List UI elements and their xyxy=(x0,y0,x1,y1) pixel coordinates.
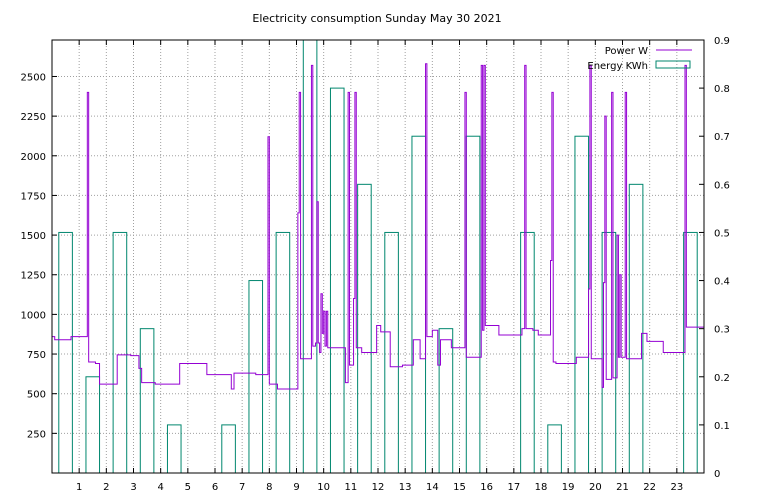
energy-bar xyxy=(438,328,454,474)
x-tick-label: 9 xyxy=(293,482,299,493)
y-left-tick-label: 750 xyxy=(27,350,46,361)
energy-bar xyxy=(547,424,562,474)
y-right-tick-label: 0.4 xyxy=(714,277,730,288)
y-right-tick-label: 0.9 xyxy=(714,36,730,47)
y-right-tick-label: 0.5 xyxy=(714,228,730,239)
energy-bar xyxy=(411,135,427,474)
grid xyxy=(52,40,704,473)
x-tick-label: 15 xyxy=(453,482,466,493)
y-left-tick-label: 1000 xyxy=(21,310,46,321)
chart-title: Electricity consumption Sunday May 30 20… xyxy=(252,12,501,25)
energy-bar xyxy=(574,135,590,474)
x-tick-label: 4 xyxy=(157,482,163,493)
y-right-tick-label: 0.2 xyxy=(714,373,730,384)
x-tick-label: 19 xyxy=(562,482,575,493)
x-tick-label: 21 xyxy=(616,482,629,493)
y-right-tick-label: 0.1 xyxy=(714,421,730,432)
power-series xyxy=(52,63,705,390)
y-right-tick-label: 0.3 xyxy=(714,325,730,336)
energy-bar xyxy=(166,424,182,474)
x-tick-label: 6 xyxy=(212,482,218,493)
energy-bar xyxy=(112,231,128,474)
x-tick-label: 14 xyxy=(426,482,439,493)
legend-label-power: Power W xyxy=(605,46,648,57)
x-tick-label: 10 xyxy=(317,482,330,493)
y-left-tick-label: 1250 xyxy=(21,271,46,282)
y-right-tick-label: 0.6 xyxy=(714,180,730,191)
x-tick-label: 16 xyxy=(480,482,493,493)
y-left-tick-label: 1750 xyxy=(21,191,46,202)
x-tick-label: 8 xyxy=(266,482,272,493)
power-line xyxy=(52,63,705,390)
x-tick-label: 20 xyxy=(589,482,602,493)
y-left-tick-label: 2500 xyxy=(21,72,46,83)
energy-bar xyxy=(221,424,236,474)
energy-bar xyxy=(329,87,345,474)
x-tick-label: 12 xyxy=(372,482,385,493)
legend: Power W Energy KWh xyxy=(587,46,692,72)
y-right-tick-label: 0.7 xyxy=(714,132,730,143)
axes: 1 2 3 4 5 6 7 8 9 10 11 12 13 14 15 16 17 18 19 20 21 22 23250… xyxy=(21,36,730,493)
y-left-tick-label: 2250 xyxy=(21,112,46,123)
x-tick-label: 1 xyxy=(76,482,82,493)
energy-bar xyxy=(58,231,73,474)
x-tick-label: 13 xyxy=(399,482,412,493)
energy-bar xyxy=(85,376,101,474)
x-tick-label: 7 xyxy=(239,482,245,493)
energy-bar xyxy=(683,231,698,474)
y-left-tick-label: 2000 xyxy=(21,152,46,163)
legend-swatch-energy xyxy=(655,60,691,69)
y-left-tick-label: 1500 xyxy=(21,231,46,242)
energy-bar xyxy=(357,183,372,474)
energy-bar xyxy=(275,231,291,474)
energy-bar xyxy=(302,39,318,474)
y-right-tick-label: 0 xyxy=(714,469,720,480)
x-tick-label: 17 xyxy=(507,482,520,493)
energy-bar xyxy=(139,328,155,474)
legend-label-energy: Energy KWh xyxy=(587,61,648,72)
x-tick-label: 23 xyxy=(670,482,683,493)
energy-bar xyxy=(384,231,399,474)
y-left-tick-label: 250 xyxy=(27,429,46,440)
y-right-tick-label: 0.8 xyxy=(714,84,730,95)
x-tick-label: 3 xyxy=(130,482,136,493)
x-tick-label: 18 xyxy=(535,482,548,493)
x-tick-label: 5 xyxy=(185,482,191,493)
x-tick-label: 22 xyxy=(643,482,656,493)
energy-bar xyxy=(248,280,264,474)
y-left-tick-label: 500 xyxy=(27,390,46,401)
x-tick-label: 11 xyxy=(344,482,357,493)
energy-bar xyxy=(520,231,535,474)
energy-bar xyxy=(601,231,617,474)
x-tick-label: 2 xyxy=(103,482,109,493)
energy-bar xyxy=(465,135,481,474)
energy-bar xyxy=(628,183,644,474)
